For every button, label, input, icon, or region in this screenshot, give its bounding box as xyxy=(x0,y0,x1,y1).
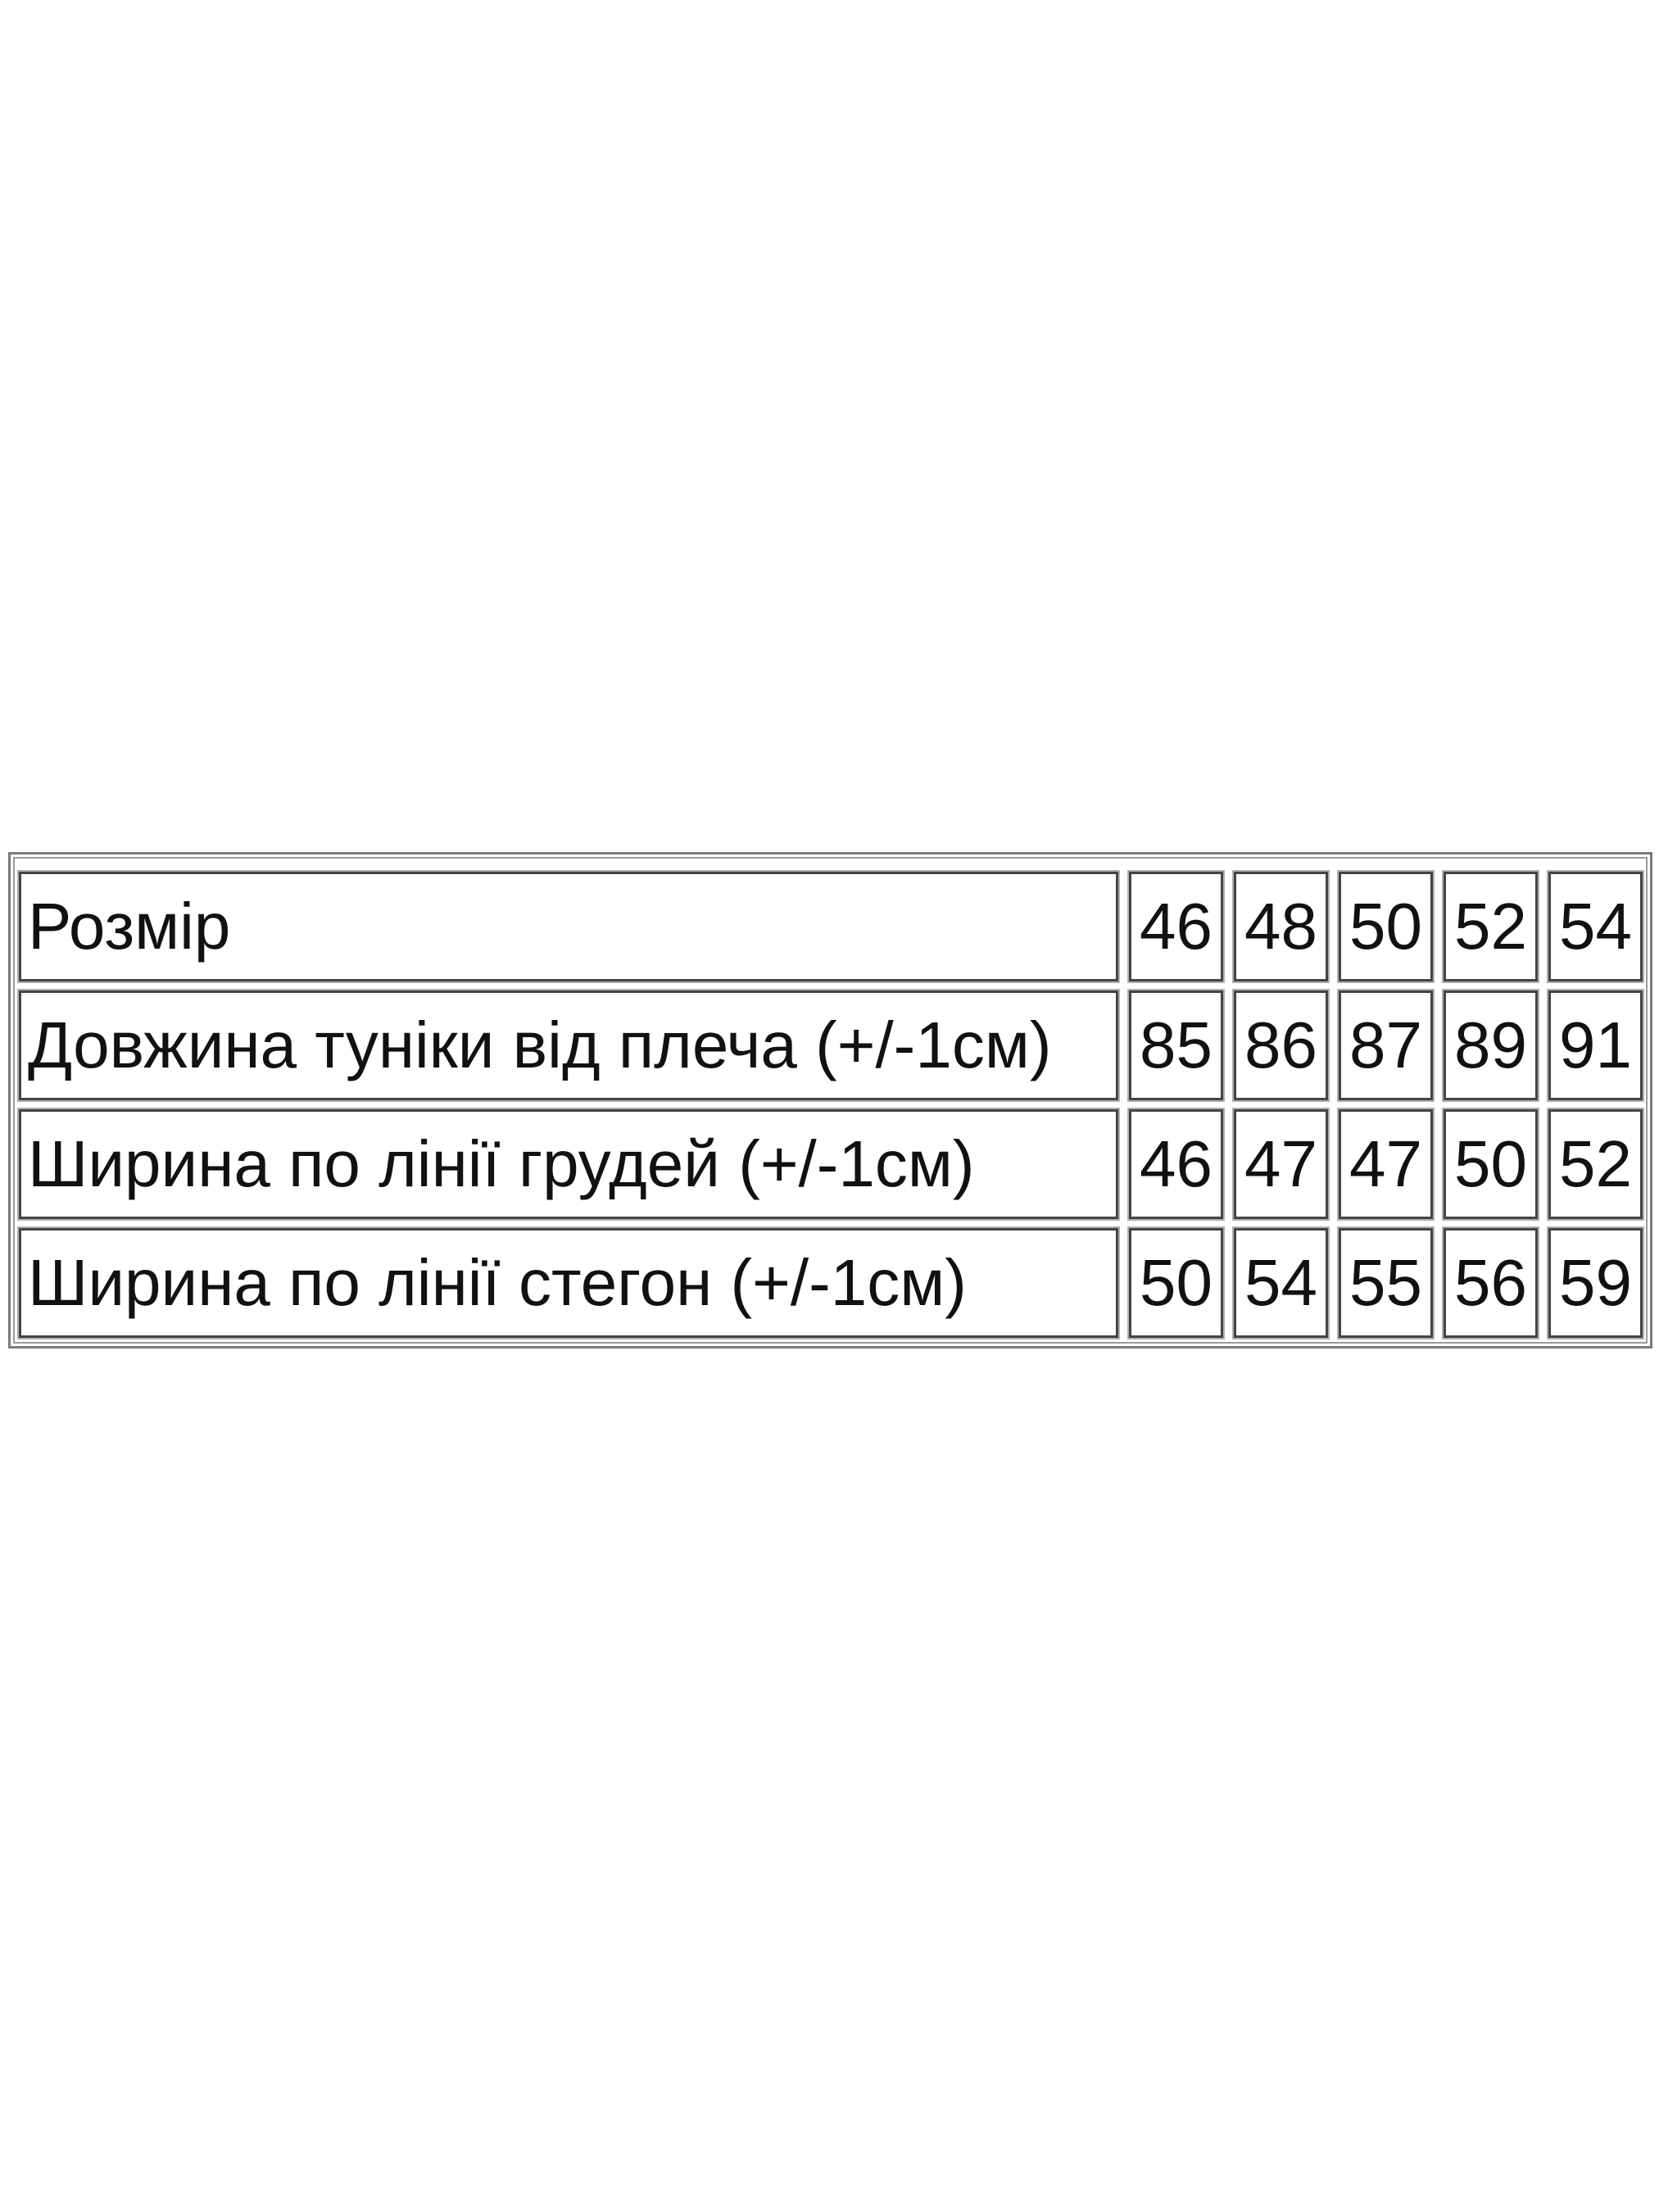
hips-cell: 54 xyxy=(1234,1228,1328,1338)
hips-cell: 55 xyxy=(1339,1228,1433,1338)
chest-cell: 46 xyxy=(1129,1109,1223,1219)
size-cell: 52 xyxy=(1444,872,1538,981)
chest-cell: 47 xyxy=(1339,1109,1433,1219)
size-cell: 46 xyxy=(1129,872,1223,981)
length-cell: 85 xyxy=(1129,990,1223,1100)
chest-cell: 47 xyxy=(1234,1109,1328,1219)
chest-cell: 50 xyxy=(1444,1109,1538,1219)
length-cell: 91 xyxy=(1548,990,1643,1100)
length-cell: 87 xyxy=(1339,990,1433,1100)
length-cell: 89 xyxy=(1444,990,1538,1100)
row-label-chest: Ширина по лінії грудей (+/-1см) xyxy=(19,1109,1118,1219)
hips-cell: 59 xyxy=(1548,1228,1643,1338)
row-label-length: Довжина туніки від плеча (+/-1см) xyxy=(19,990,1118,1100)
size-cell: 54 xyxy=(1548,872,1643,981)
size-cell: 48 xyxy=(1234,872,1328,981)
size-table: Розмір 46 48 50 52 54 Довжина туніки від… xyxy=(19,872,1643,1338)
size-cell: 50 xyxy=(1339,872,1433,981)
row-label-size: Розмір xyxy=(19,872,1118,981)
hips-cell: 50 xyxy=(1129,1228,1223,1338)
row-label-hips: Ширина по лінії стегон (+/-1см) xyxy=(19,1228,1118,1338)
hips-cell: 56 xyxy=(1444,1228,1538,1338)
length-cell: 86 xyxy=(1234,990,1328,1100)
chest-cell: 52 xyxy=(1548,1109,1643,1219)
table-border xyxy=(8,852,1652,1349)
